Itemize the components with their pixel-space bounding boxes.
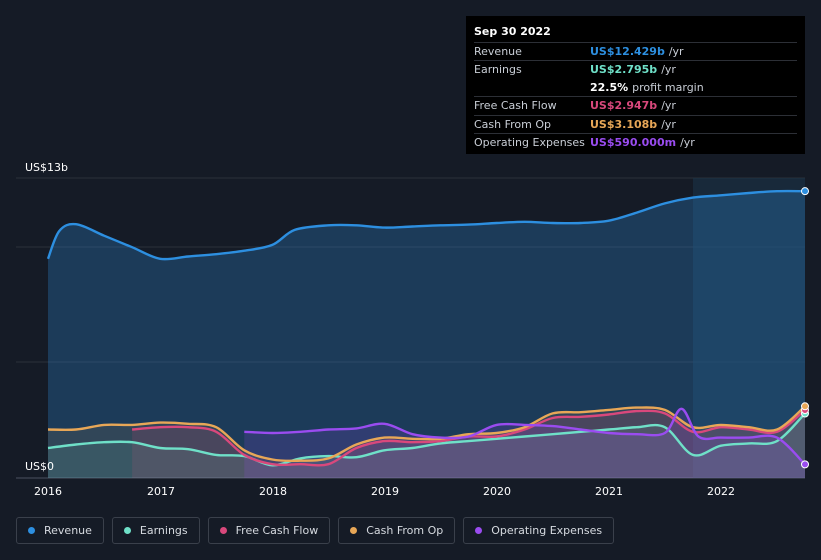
tooltip-date: Sep 30 2022 bbox=[474, 25, 551, 38]
legend-label: Operating Expenses bbox=[491, 524, 603, 537]
legend-dot-icon bbox=[475, 527, 483, 534]
legend-item-earnings[interactable]: Earnings bbox=[111, 517, 200, 544]
tooltip-row-cash-from-op: Cash From Op US$3.108b /yr bbox=[474, 114, 797, 133]
legend-item-cash-from-op[interactable]: Cash From Op bbox=[338, 517, 456, 544]
tooltip-row-operating-expenses: Operating Expenses US$590.000m /yr bbox=[474, 132, 797, 151]
tooltip-unit: /yr bbox=[661, 117, 676, 131]
tooltip-value: US$2.947b bbox=[590, 99, 658, 113]
series-line-earnings bbox=[47, 412, 806, 467]
series-endpoint-operating-expenses bbox=[801, 460, 809, 469]
legend-label: Revenue bbox=[44, 524, 92, 537]
legend-label: Cash From Op bbox=[366, 524, 444, 537]
x-tick-2017: 2017 bbox=[147, 485, 175, 498]
legend-dot-icon bbox=[28, 527, 35, 534]
x-tick-2021: 2021 bbox=[595, 485, 623, 498]
tooltip-unit: /yr bbox=[661, 99, 676, 113]
series-area-revenue bbox=[48, 191, 805, 479]
tooltip-value: US$2.795b bbox=[590, 63, 658, 77]
series-endpoints bbox=[801, 187, 809, 469]
legend-dot-icon bbox=[123, 527, 131, 534]
tooltip-unit: /yr bbox=[668, 45, 684, 58]
x-tick-2020: 2020 bbox=[483, 485, 511, 498]
legend-dot-icon bbox=[350, 527, 358, 534]
series-endpoint-revenue bbox=[801, 187, 809, 196]
tooltip-value: US$590.000m bbox=[590, 135, 677, 149]
x-tick-2019: 2019 bbox=[371, 485, 399, 498]
tooltip-unit: profit margin bbox=[632, 80, 704, 94]
tooltip-unit: /yr bbox=[680, 135, 695, 149]
series-line-cash-from-op bbox=[47, 405, 806, 463]
legend-item-revenue[interactable]: Revenue bbox=[16, 517, 104, 544]
tooltip-label: Earnings bbox=[474, 63, 522, 77]
chart-area bbox=[16, 177, 809, 479]
legend-label: Free Cash Flow bbox=[235, 524, 319, 537]
tooltip-label: Free Cash Flow bbox=[474, 99, 557, 113]
tooltip-row-earnings: Earnings US$2.795b /yr bbox=[474, 60, 797, 78]
x-tick-2022: 2022 bbox=[707, 485, 735, 498]
tooltip-panel: Sep 30 2022 Revenue US$12.429b /yr Earni… bbox=[466, 16, 805, 154]
tooltip-label: Cash From Op bbox=[474, 117, 552, 131]
series-area-operating-expenses bbox=[244, 408, 806, 478]
tooltip-unit: /yr bbox=[661, 63, 676, 77]
series-line-operating-expenses bbox=[244, 407, 806, 466]
gridlines bbox=[16, 177, 805, 479]
legend-item-operating-expenses[interactable]: Operating Expenses bbox=[463, 517, 615, 544]
legend-dot-icon bbox=[219, 527, 227, 534]
x-tick-2016: 2016 bbox=[34, 485, 62, 498]
series-endpoint-cash-from-op bbox=[801, 402, 809, 411]
x-tick-2018: 2018 bbox=[259, 485, 287, 498]
series-line-revenue bbox=[46, 189, 806, 261]
tooltip-value: US$3.108b bbox=[590, 117, 658, 131]
tooltip-row-free-cash-flow: Free Cash Flow US$2.947b /yr bbox=[474, 96, 797, 114]
tooltip-label: Operating Expenses bbox=[474, 135, 585, 149]
legend-item-free-cash-flow[interactable]: Free Cash Flow bbox=[207, 517, 331, 544]
series-lines bbox=[46, 189, 806, 467]
series-areas bbox=[48, 191, 806, 479]
legend: Revenue Earnings Free Cash Flow Cash Fro… bbox=[16, 517, 622, 544]
legend-label: Earnings bbox=[139, 524, 188, 537]
tooltip-value: 22.5% bbox=[590, 80, 629, 94]
tooltip-row-revenue: Revenue US$12.429b /yr bbox=[474, 42, 797, 60]
tooltip-row-profit-margin: 22.5% profit margin bbox=[474, 79, 797, 96]
y-axis-bottom-label: US$0 bbox=[25, 460, 55, 473]
tooltip-label: Revenue bbox=[474, 45, 522, 58]
y-axis-top-label: US$13b bbox=[25, 161, 69, 174]
tooltip-value: US$12.429b bbox=[590, 45, 665, 58]
tooltip-label bbox=[474, 79, 590, 96]
